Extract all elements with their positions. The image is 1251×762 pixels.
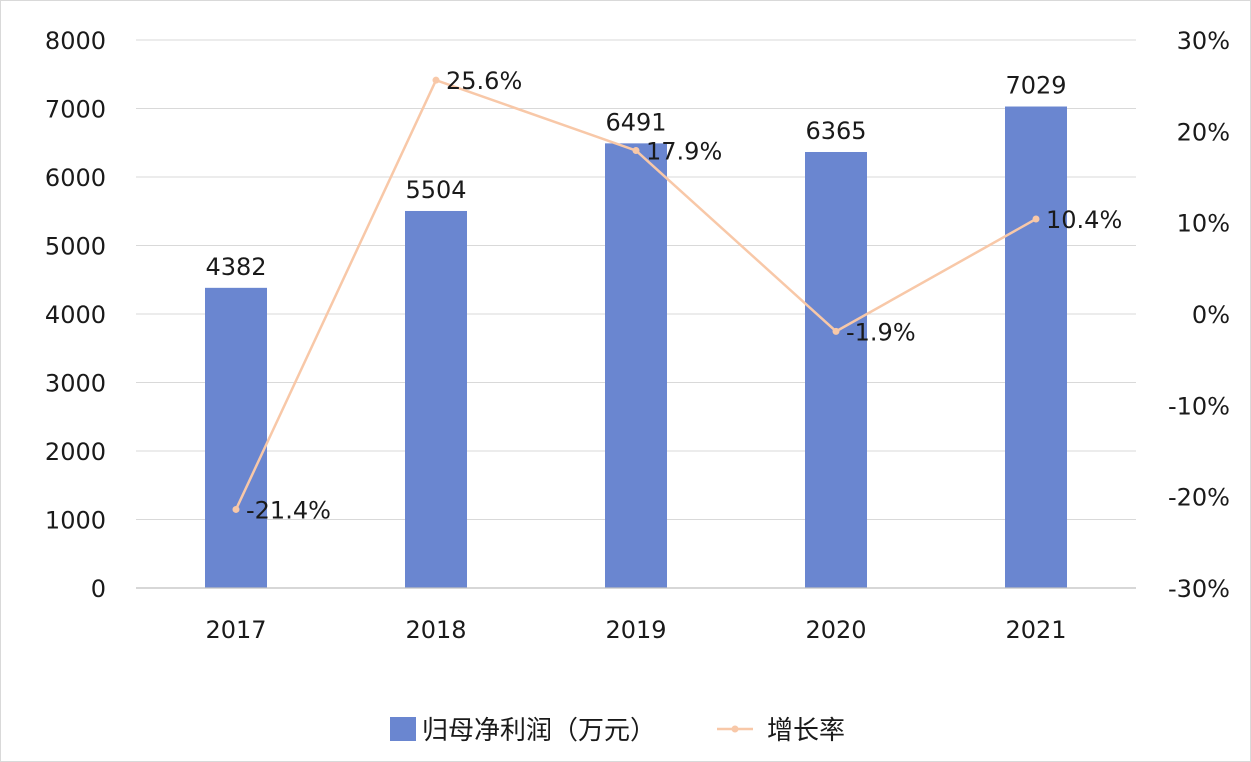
y-right-tick-label: 30% <box>1177 27 1230 55</box>
bar-value-label: 7029 <box>1005 72 1066 100</box>
growth-value-label: -1.9% <box>846 318 916 346</box>
growth-point <box>632 147 640 155</box>
y-left-tick-label: 3000 <box>45 370 106 398</box>
y-left-tick-label: 1000 <box>45 507 106 535</box>
legend-bar-swatch <box>390 717 416 741</box>
y-right-tick-label: -10% <box>1168 392 1230 420</box>
y-left-tick-label: 7000 <box>45 96 106 124</box>
y-right-tick-label: -30% <box>1168 575 1230 603</box>
y-left-tick-label: 8000 <box>45 27 106 55</box>
bar-value-label: 6491 <box>605 108 666 136</box>
legend-bar-label: 归母净利润（万元） <box>422 716 656 746</box>
y-right-tick-label: 0% <box>1192 301 1230 329</box>
x-tick-label: 2019 <box>605 616 666 644</box>
bar <box>605 143 667 588</box>
y-right-tick-label: -20% <box>1168 484 1230 512</box>
growth-value-label: 17.9% <box>646 138 722 166</box>
legend: 归母净利润（万元） 增长率 <box>390 716 845 746</box>
x-tick-label: 2020 <box>805 616 866 644</box>
bar <box>805 151 867 588</box>
bar <box>405 210 467 588</box>
y-right-tick-label: 20% <box>1177 118 1230 146</box>
legend-line-label: 增长率 <box>767 716 845 746</box>
bar-value-label: 5504 <box>405 176 466 204</box>
y-left-tick-label: 2000 <box>45 438 106 466</box>
growth-point <box>1032 215 1040 223</box>
y-right-tick-label: 10% <box>1177 210 1230 238</box>
y-left-tick-label: 5000 <box>45 233 106 261</box>
x-tick-label: 2018 <box>405 616 466 644</box>
bar-value-label: 6365 <box>805 117 866 145</box>
bar <box>1005 106 1067 589</box>
growth-point <box>832 327 840 335</box>
growth-value-label: 25.6% <box>446 67 522 95</box>
x-tick-label: 2017 <box>205 616 266 644</box>
growth-value-label: -21.4% <box>246 496 331 524</box>
y-left-tick-label: 0 <box>91 575 106 603</box>
growth-value-label: 10.4% <box>1046 206 1122 234</box>
growth-point <box>232 505 240 513</box>
y-left-tick-label: 4000 <box>45 301 106 329</box>
legend-line-marker <box>731 725 739 733</box>
y-left-tick-label: 6000 <box>45 164 106 192</box>
bar-value-label: 4382 <box>205 253 266 281</box>
bar <box>205 287 267 588</box>
growth-point <box>432 76 440 84</box>
x-tick-label: 2021 <box>1005 616 1066 644</box>
